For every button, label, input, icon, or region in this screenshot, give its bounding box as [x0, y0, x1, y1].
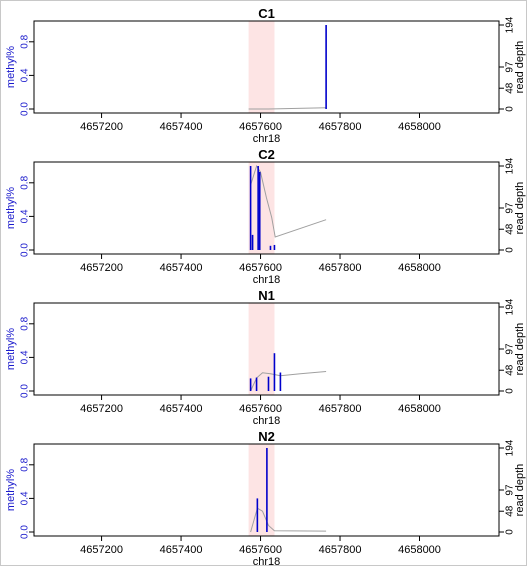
right-tick-label: 0: [505, 247, 516, 253]
left-axis-label: methyl%: [5, 469, 17, 511]
x-tick-label: 4657600: [239, 544, 282, 556]
x-tick-label: 4658000: [398, 403, 441, 415]
panel-n1: N1 4657200 4657400 4657600 4657800 4658000 chr…: [5, 288, 526, 427]
x-tick-label: 4657200: [80, 544, 123, 556]
x-tick-label: 4657400: [160, 262, 203, 274]
panel-c2: C2 4657200 4657400 4657600 4657800 4658000 chr…: [5, 147, 526, 286]
left-tick-label: 0.0: [20, 102, 31, 116]
left-tick-label: 0.8: [20, 457, 31, 471]
x-tick-label: 4657600: [239, 403, 282, 415]
read-depth-line: [250, 164, 327, 238]
left-tick-label: 0.8: [20, 175, 31, 189]
right-tick-label: 97: [505, 343, 516, 355]
panel-title: C2: [258, 147, 275, 162]
x-tick-label: 4658000: [398, 262, 441, 274]
right-tick-label: 194: [505, 16, 516, 33]
panel-n2: N2 4657200 4657400 4657600 4657800 4658000 chr…: [5, 429, 526, 568]
read-depth-line: [250, 507, 327, 533]
x-axis-label: chr18: [253, 415, 281, 427]
right-tick-label: 0: [505, 106, 516, 112]
panel-title: N1: [258, 288, 275, 303]
x-tick-label: 4657200: [80, 262, 123, 274]
right-axis-label: read depth: [514, 464, 526, 517]
x-tick-label: 4657200: [80, 121, 123, 133]
right-tick-label: 194: [505, 439, 516, 456]
panel-c1: C1 4657200 4657400 4657600 4657800 4658000 chr…: [5, 6, 526, 145]
x-axis-label: chr18: [253, 274, 281, 286]
x-tick-label: 4657400: [160, 544, 203, 556]
x-axis-label: chr18: [253, 556, 281, 568]
left-tick-label: 0.4: [20, 491, 31, 505]
x-tick-label: 4657400: [160, 121, 203, 133]
right-tick-label: 97: [505, 202, 516, 214]
left-tick-label: 0.4: [20, 350, 31, 364]
x-tick-label: 4658000: [398, 121, 441, 133]
left-tick-label: 0.0: [20, 384, 31, 398]
x-tick-label: 4657800: [319, 121, 362, 133]
right-tick-label: 48: [505, 82, 516, 94]
left-axis-label: methyl%: [5, 46, 17, 88]
x-tick-label: 4657800: [319, 403, 362, 415]
x-tick-label: 4657400: [160, 403, 203, 415]
right-tick-label: 97: [505, 484, 516, 496]
right-tick-label: 97: [505, 61, 516, 73]
highlight-region: [248, 444, 275, 536]
left-tick-label: 0.4: [20, 68, 31, 82]
right-axis-label: read depth: [514, 41, 526, 94]
right-tick-label: 48: [505, 223, 516, 235]
x-tick-label: 4657800: [319, 544, 362, 556]
x-tick-label: 4657600: [239, 262, 282, 274]
right-tick-label: 0: [505, 388, 516, 394]
left-tick-label: 0.0: [20, 525, 31, 539]
x-tick-label: 4657800: [319, 262, 362, 274]
right-tick-label: 194: [505, 157, 516, 174]
right-axis-label: read depth: [514, 323, 526, 376]
left-tick-label: 0.4: [20, 209, 31, 223]
x-tick-label: 4657200: [80, 403, 123, 415]
x-tick-label: 4657600: [239, 121, 282, 133]
panel-title: N2: [258, 429, 275, 444]
right-tick-label: 48: [505, 364, 516, 376]
highlight-region: [248, 303, 275, 395]
left-tick-label: 0.0: [20, 243, 31, 257]
read-depth-line: [248, 107, 327, 110]
right-tick-label: 0: [505, 529, 516, 535]
x-tick-label: 4658000: [398, 544, 441, 556]
left-axis-label: methyl%: [5, 328, 17, 370]
right-tick-label: 194: [505, 298, 516, 315]
left-tick-label: 0.8: [20, 34, 31, 48]
panel-title: C1: [258, 6, 275, 21]
x-axis-label: chr18: [253, 133, 281, 145]
left-tick-label: 0.8: [20, 316, 31, 330]
left-axis-label: methyl%: [5, 187, 17, 229]
right-axis-label: read depth: [514, 182, 526, 235]
right-tick-label: 48: [505, 505, 516, 517]
highlight-region: [248, 21, 275, 113]
